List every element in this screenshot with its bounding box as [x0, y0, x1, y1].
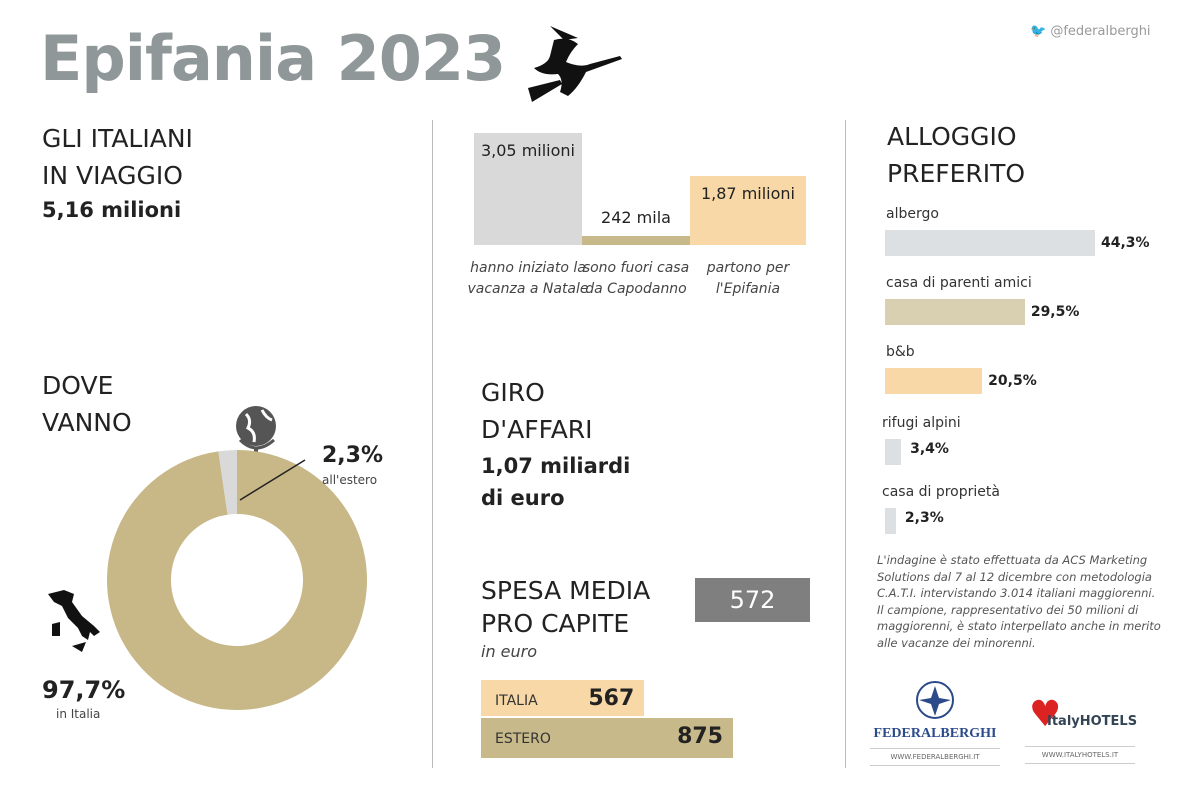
business-heading: GIRO D'AFFARI: [481, 374, 593, 448]
lodging-value-label: 44,3%: [1101, 235, 1150, 251]
lodging-bar: [885, 299, 1025, 325]
travel-bar-label: 3,05 milioni: [480, 141, 575, 160]
spend-average-box: 572: [695, 578, 810, 622]
witch-icon: [528, 26, 622, 102]
italyhotels-url[interactable]: WWW.ITALYHOTELS.IT: [1025, 746, 1135, 764]
survey-note: L'indagine è stato effettuata da ACS Mar…: [877, 552, 1177, 651]
italy-label: in Italia: [56, 707, 101, 721]
abroad-label: all'estero: [322, 473, 378, 487]
spend-bar: [481, 680, 645, 716]
spend-bar-label: ITALIA: [495, 693, 538, 709]
lodging-value-label: 3,4%: [910, 441, 949, 457]
federalberghi-name: FEDERALBERGHI: [873, 726, 997, 741]
lodging-bar: [885, 508, 896, 534]
twitter-icon: 🐦: [1030, 24, 1047, 39]
travel-heading: GLI ITALIANI IN VIAGGIO: [42, 120, 193, 194]
heading-line: D'AFFARI: [481, 415, 593, 444]
lodging-bar: [885, 230, 1095, 256]
heading-line: PREFERITO: [887, 159, 1026, 188]
heading-line: ALLOGGIO: [887, 122, 1017, 151]
heading-line: PRO CAPITE: [481, 609, 630, 638]
divider: [845, 120, 846, 768]
twitter-handle-text: @federalberghi: [1050, 24, 1151, 39]
heart-icon: ♥: [1029, 694, 1062, 735]
heading-line: GIRO: [481, 378, 545, 407]
italy-value: 97,7%: [42, 676, 126, 704]
lodging-category-label: casa di proprietà: [882, 484, 1000, 500]
heading-line: IN VIAGGIO: [42, 161, 183, 190]
abroad-value: 2,3%: [322, 443, 384, 468]
travel-bar-label: 242 mila: [601, 208, 671, 228]
spend-heading: SPESA MEDIA PRO CAPITE: [481, 574, 650, 640]
twitter-handle[interactable]: 🐦 @federalberghi: [1030, 24, 1151, 39]
travel-category-label: sono fuori casa da Capodanno: [582, 260, 690, 297]
business-value: 1,07 miliardi di euro: [481, 450, 630, 514]
lodging-bar: [885, 439, 902, 465]
page-title: Epifania 2023: [40, 22, 506, 95]
note-text: Il campione, rappresentativo dei 50 mili…: [877, 602, 1161, 650]
value-line: 1,07 miliardi: [481, 454, 631, 478]
lodging-category-label: rifugi alpini: [882, 415, 961, 431]
heading-line: DOVE: [42, 371, 114, 400]
donut-slice: [218, 450, 237, 515]
federalberghi-url[interactable]: WWW.FEDERALBERGHI.IT: [870, 748, 1000, 766]
heading-line: GLI ITALIANI: [42, 124, 193, 153]
spend-bar-value: 567: [588, 686, 635, 711]
lodging-value-label: 29,5%: [1030, 304, 1080, 320]
federalberghi-emblem-icon: [916, 681, 954, 719]
divider: [432, 120, 433, 768]
travel-category-label: hanno iniziato la vacanza a Natale: [467, 260, 589, 297]
donut-slice: [106, 450, 367, 710]
travel-value: 5,16 milioni: [42, 198, 182, 222]
callout-line: [239, 459, 306, 501]
italyhotels-logo[interactable]: ♥ ItalyHOTELS WWW.ITALYHOTELS.IT: [1025, 694, 1138, 764]
value-line: di euro: [481, 486, 565, 510]
lodging-heading: ALLOGGIO PREFERITO: [887, 118, 1025, 192]
travel-bar: [582, 236, 690, 245]
lodging-category-label: albergo: [886, 206, 939, 222]
italy-map-icon: [48, 590, 100, 652]
travel-bar: [474, 133, 582, 245]
heading-line: SPESA MEDIA: [481, 576, 651, 605]
lodging-category-label: casa di parenti amici: [886, 275, 1032, 291]
italyhotels-name: ItalyHOTELS: [1047, 714, 1138, 729]
where-heading: DOVE VANNO: [42, 367, 132, 441]
travel-bar: [690, 176, 806, 245]
travel-bar-label: 1,87 milioni: [700, 184, 795, 204]
spend-bar-label: ESTERO: [495, 731, 551, 747]
travel-category-label: partono per l'Epifania: [706, 260, 790, 297]
federalberghi-logo[interactable]: FEDERALBERGHI WWW.FEDERALBERGHI.IT: [870, 680, 1000, 766]
lodging-value-label: 2,3%: [904, 510, 944, 526]
lodging-value-label: 20,5%: [988, 373, 1037, 389]
heading-line: VANNO: [42, 408, 132, 437]
lodging-bar: [885, 368, 983, 394]
donut-chart: [106, 450, 367, 710]
spend-bar-value: 875: [677, 724, 723, 749]
note-text: L'indagine è stato effettuata da ACS Mar…: [877, 553, 1156, 600]
spend-bar: [481, 718, 733, 758]
spend-unit: in euro: [481, 642, 538, 661]
lodging-category-label: b&b: [886, 344, 915, 360]
